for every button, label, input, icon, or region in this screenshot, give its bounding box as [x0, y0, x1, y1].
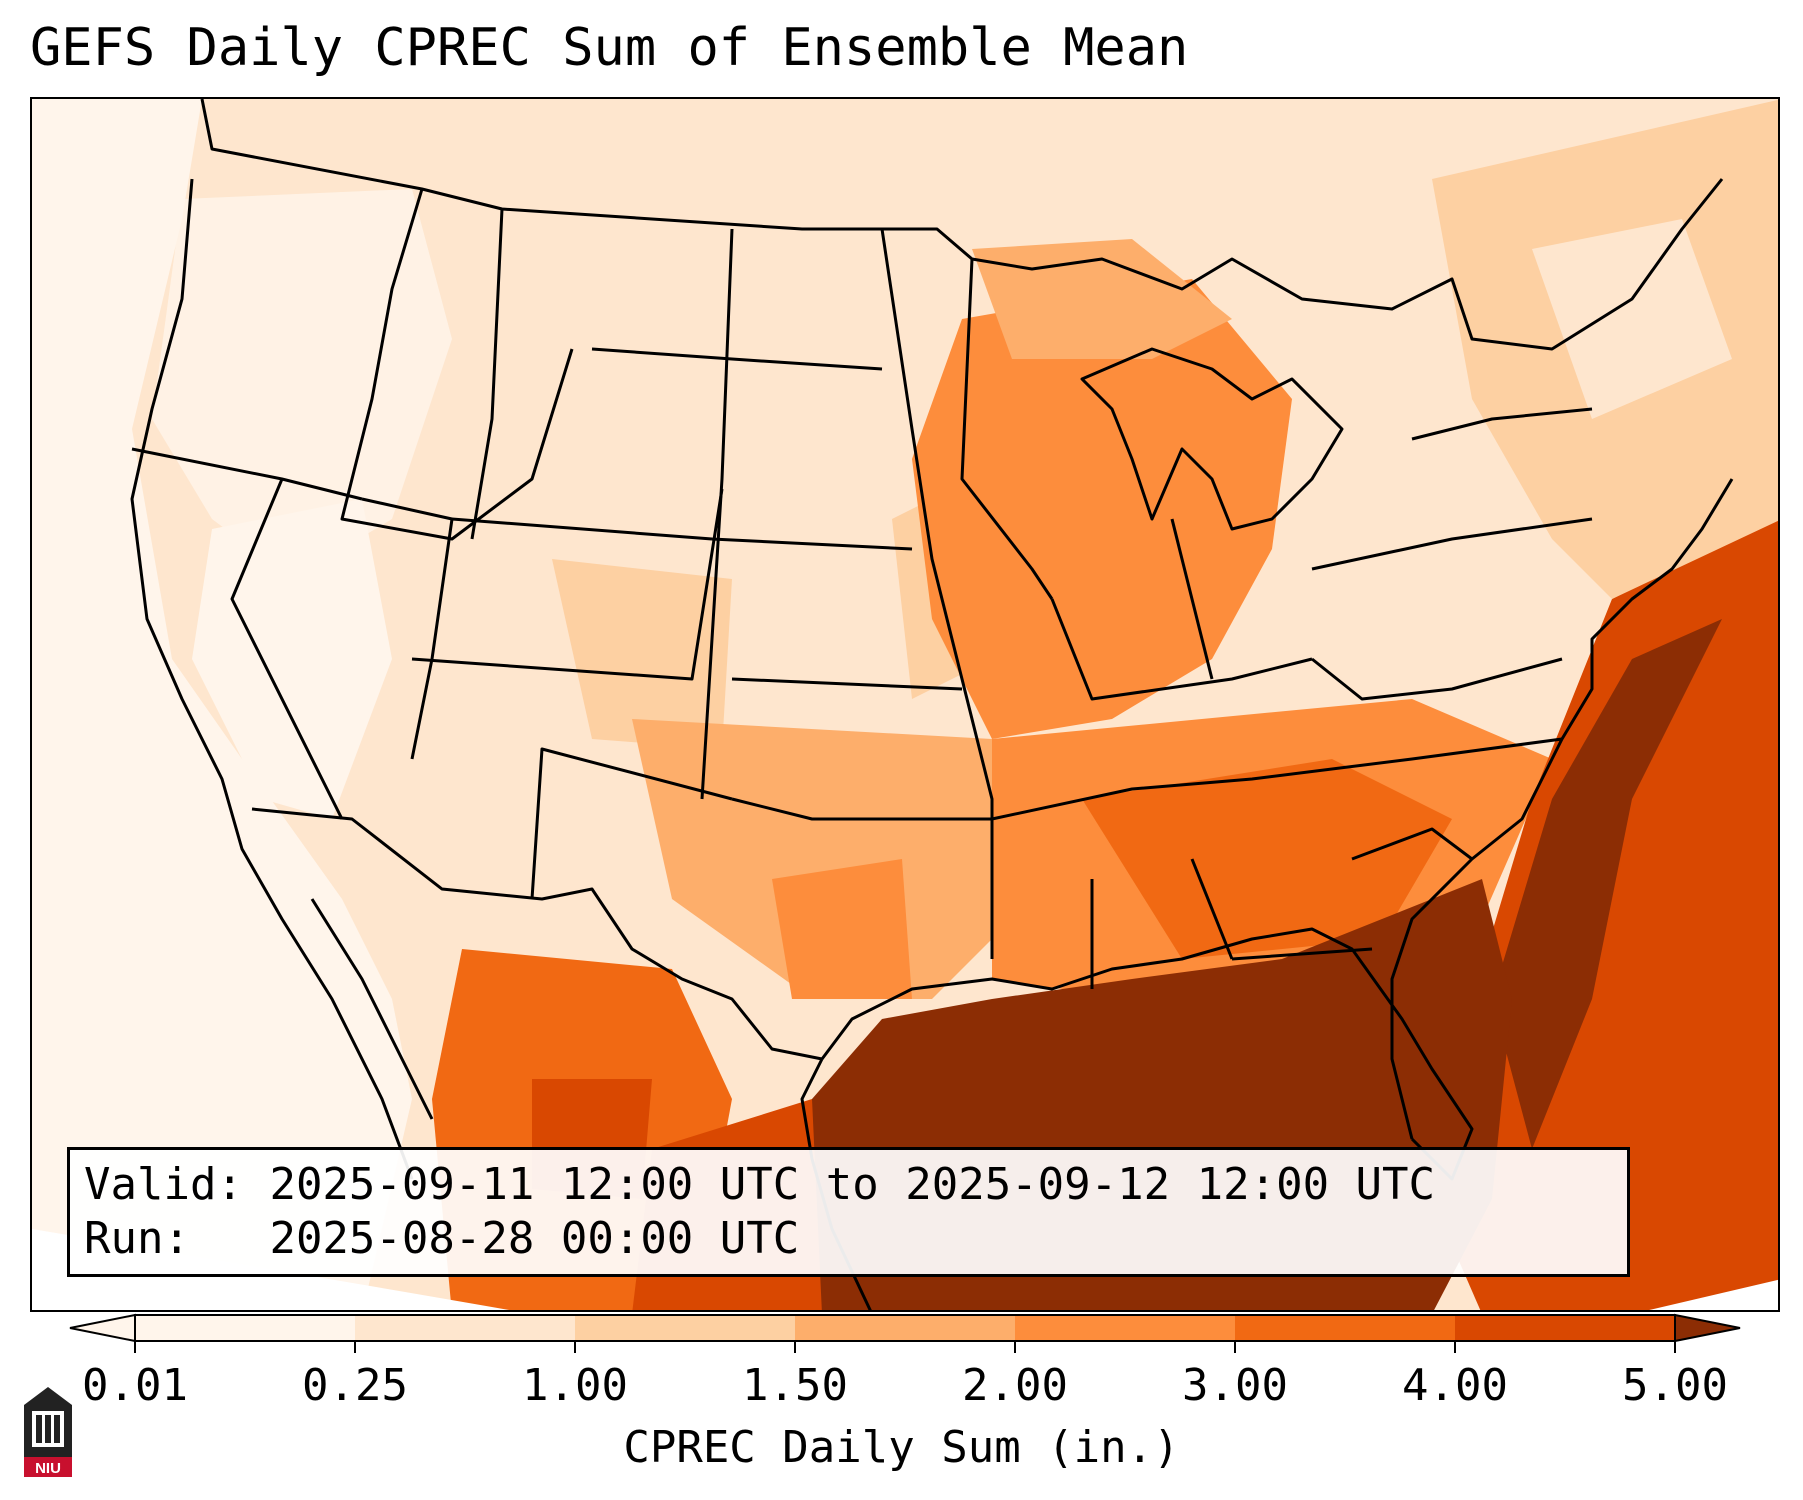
colorbar-segment	[355, 1315, 575, 1341]
niu-logo: NIU	[20, 1385, 76, 1479]
border-wyoming	[451, 517, 713, 541]
map-title: GEFS Daily CPREC Sum of Ensemble Mean	[30, 18, 1189, 78]
precip-field-texas	[772, 859, 912, 999]
colorbar-tick-label: 2.00	[962, 1360, 1068, 1411]
colorbar-tick-label: 0.01	[82, 1360, 188, 1411]
valid-run-info-box: Valid: 2025-09-11 12:00 UTC to 2025-09-1…	[67, 1147, 1630, 1277]
coast-baja	[310, 898, 434, 1120]
colorbar-tick-label: 0.25	[302, 1360, 408, 1411]
border-new-york	[1411, 407, 1593, 441]
precip-field-great-basin	[192, 499, 392, 819]
colorbar-segment	[575, 1315, 795, 1341]
run-value: 2025-08-28 00:00 UTC	[269, 1213, 800, 1264]
colorbar-tick-label: 3.00	[1182, 1360, 1288, 1411]
run-label: Run:	[84, 1213, 190, 1264]
precip-field-maine	[1532, 219, 1732, 419]
border-plains-east	[880, 228, 994, 959]
border-indiana	[1170, 518, 1214, 680]
precip-field-colorado	[552, 559, 732, 749]
colorbar-segment	[795, 1315, 1015, 1341]
border-tennessee	[991, 737, 1563, 821]
valid-line: Valid: 2025-09-11 12:00 UTC to 2025-09-1…	[84, 1158, 1613, 1212]
border-nevada	[230, 478, 344, 820]
border-ohio-valley	[1050, 598, 1313, 701]
colorbar-extend-high	[1674, 1313, 1741, 1343]
valid-value: 2025-09-11 12:00 UTC to 2025-09-12 12:00…	[269, 1159, 1436, 1210]
map-canvas	[32, 99, 1778, 1310]
border-florida	[1231, 947, 1373, 961]
colorbar-tick-label: 5.00	[1622, 1360, 1728, 1411]
colorbar-label: CPREC Daily Sum (in.)	[623, 1422, 1180, 1473]
colorbar-outline	[134, 1314, 1676, 1342]
state-borders	[130, 99, 1734, 1310]
border-utah	[361, 497, 454, 760]
border-mexico	[251, 807, 823, 1061]
colorbar-segment	[1235, 1315, 1455, 1341]
colorbar-tick-label: 1.50	[742, 1360, 848, 1411]
colorbar-svg	[69, 1313, 1741, 1353]
coast-east	[1390, 478, 1734, 1140]
colorbar-segment	[1455, 1315, 1675, 1341]
colorbar-tick-label: 4.00	[1402, 1360, 1508, 1411]
border-pennsylvania	[1311, 517, 1593, 571]
precip-field-southeast-heavy	[1082, 759, 1452, 959]
colorbar-segment	[135, 1315, 355, 1341]
border-carolinas	[1351, 827, 1473, 861]
great-lakes	[1080, 347, 1344, 531]
border-new-mexico	[530, 747, 733, 900]
border-virginia	[1311, 657, 1563, 701]
coast-gulf	[820, 927, 1474, 1181]
niu-logo-text: NIU	[35, 1460, 61, 1477]
border-kansas	[731, 677, 963, 691]
border-minnesota-iowa	[960, 258, 1054, 600]
projection-edge-corner	[1649, 1279, 1778, 1310]
border-montana	[470, 208, 504, 540]
border-alabama	[1190, 858, 1234, 960]
border-plains-west	[700, 228, 734, 800]
niu-logo-icon: NIU	[24, 1387, 72, 1477]
border-colorado	[411, 488, 724, 681]
colorbar-tick-label: 1.00	[522, 1360, 628, 1411]
colorbar-extend-low	[69, 1313, 136, 1343]
precip-field-south-plains	[632, 719, 1032, 999]
valid-label: Valid:	[84, 1159, 243, 1210]
border-nebraska	[711, 537, 913, 551]
colorbar-segment	[1015, 1315, 1235, 1341]
precip-field-pacific	[32, 99, 412, 1310]
border-oklahoma	[731, 797, 992, 821]
coast-west	[130, 178, 414, 1180]
border-dakotas	[591, 347, 883, 371]
colorbar	[69, 1313, 1741, 1353]
run-line: Run: 2025-08-28 00:00 UTC	[84, 1212, 1613, 1266]
precip-field-atlantic-extreme	[1492, 619, 1722, 1149]
precip-field-northwest	[152, 189, 452, 579]
states-northwest	[340, 188, 574, 541]
precipitation-map: Valid: 2025-09-11 12:00 UTC to 2025-09-1…	[30, 97, 1780, 1312]
